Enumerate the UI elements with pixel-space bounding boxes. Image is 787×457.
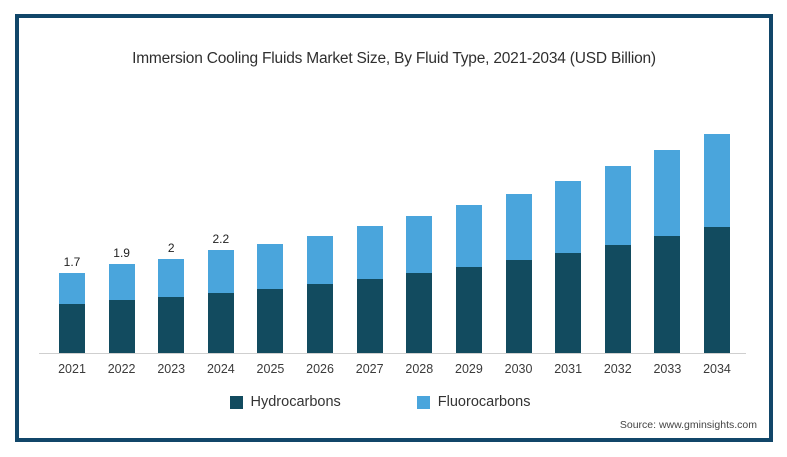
x-axis-label-2034: 2034 <box>703 362 731 376</box>
bar-segment-hydrocarbons-2026 <box>307 283 334 353</box>
bar-value-label-2022: 1.9 <box>113 245 130 260</box>
bar-segment-hydrocarbons-2028 <box>406 272 433 353</box>
bar-segment-hydrocarbons-2024 <box>207 292 234 353</box>
legend-label-hydrocarbons: Hydrocarbons <box>250 394 341 410</box>
x-axis-label-2021: 2021 <box>58 362 86 376</box>
bar-segment-hydrocarbons-2025 <box>257 288 284 353</box>
x-axis-label-2026: 2026 <box>306 362 334 376</box>
x-axis-label-2022: 2022 <box>107 362 136 376</box>
chart-card: Immersion Cooling Fluids Market Size, By… <box>15 14 773 442</box>
bar-value-label-2023: 2 <box>167 241 175 255</box>
bar-segment-fluorocarbons-2026 <box>307 235 334 284</box>
bar-segment-hydrocarbons-2022 <box>108 300 135 353</box>
x-axis-label-2023: 2023 <box>157 362 186 376</box>
legend-swatch-hydrocarbons-icon <box>229 395 243 409</box>
bar-segment-fluorocarbons-2034 <box>703 133 730 228</box>
legend: Hydrocarbons Fluorocarbons <box>5 394 755 410</box>
bar-segment-fluorocarbons-2022 <box>108 263 135 301</box>
bar-segment-hydrocarbons-2032 <box>604 245 631 353</box>
source-attribution: Source: www.gminsights.com <box>619 419 757 431</box>
bar-segment-fluorocarbons-2030 <box>505 194 532 261</box>
bar-segment-fluorocarbons-2024 <box>207 249 234 293</box>
x-axis-label-2030: 2030 <box>504 362 533 376</box>
bar-segment-fluorocarbons-2028 <box>406 216 433 273</box>
legend-label-fluorocarbons: Fluorocarbons <box>437 394 531 410</box>
plot-area: 1.7 2021 1.9 2022 2 2023 2.2 2024 2025 2026 2027 20… <box>19 18 769 438</box>
x-axis-label-2032: 2032 <box>603 362 632 376</box>
x-axis-label-2024: 2024 <box>206 362 235 376</box>
x-axis-label-2031: 2031 <box>554 362 583 376</box>
x-axis-label-2027: 2027 <box>355 362 384 376</box>
bar-segment-fluorocarbons-2027 <box>356 226 383 279</box>
bar-value-label-2024: 2.2 <box>212 231 230 246</box>
x-axis-label-2033: 2033 <box>653 362 682 376</box>
bar-segment-fluorocarbons-2023 <box>158 259 185 298</box>
x-axis-line <box>39 353 746 354</box>
legend-item-hydrocarbons: Hydrocarbons <box>229 394 341 410</box>
bar-segment-hydrocarbons-2023 <box>158 297 185 353</box>
bar-segment-fluorocarbons-2032 <box>604 166 631 246</box>
x-axis-label-2029: 2029 <box>455 362 483 376</box>
bar-segment-fluorocarbons-2021 <box>59 273 85 305</box>
bar-segment-hydrocarbons-2033 <box>654 236 681 353</box>
bar-segment-hydrocarbons-2034 <box>703 227 730 353</box>
bar-value-label-2021: 1.7 <box>63 255 81 270</box>
chart-title: Immersion Cooling Fluids Market Size, By… <box>132 50 656 67</box>
x-axis-label-2025: 2025 <box>256 362 285 376</box>
bar-segment-fluorocarbons-2033 <box>654 150 681 237</box>
bar-segment-fluorocarbons-2029 <box>455 205 482 267</box>
bar-segment-hydrocarbons-2030 <box>505 260 532 353</box>
bar-segment-fluorocarbons-2025 <box>257 243 284 289</box>
legend-item-fluorocarbons: Fluorocarbons <box>416 394 531 410</box>
x-axis-label-2028: 2028 <box>405 362 434 376</box>
bar-segment-hydrocarbons-2029 <box>455 266 482 353</box>
bar-segment-hydrocarbons-2027 <box>356 278 383 353</box>
bar-segment-hydrocarbons-2031 <box>555 253 582 353</box>
legend-swatch-fluorocarbons-icon <box>416 395 430 409</box>
bar-segment-fluorocarbons-2031 <box>555 180 582 254</box>
bar-segment-hydrocarbons-2021 <box>59 304 85 353</box>
